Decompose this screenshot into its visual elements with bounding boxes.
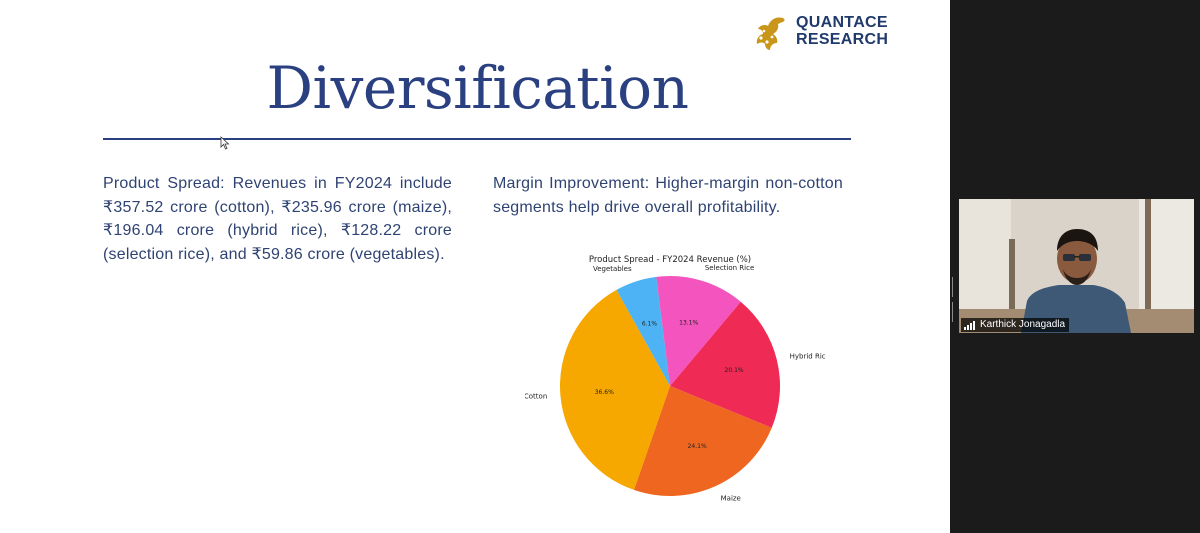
panel-resize-handle[interactable] [952, 277, 957, 322]
slide-title: Diversification [266, 54, 689, 122]
revenue-pie-chart: Product Spread - FY2024 Revenue (%) 20.1… [525, 250, 825, 515]
pie-chart-svg: Product Spread - FY2024 Revenue (%) 20.1… [525, 255, 825, 502]
pie-slice-maize [633, 386, 772, 496]
pie-percent-label: 36.6% [595, 389, 614, 396]
logo-text: QUANTACE RESEARCH [796, 14, 888, 48]
participant-video-feed [959, 199, 1194, 333]
pie-category-label: Vegetables [593, 265, 632, 273]
logo-line-1: QUANTACE [796, 14, 888, 31]
logo-line-2: RESEARCH [796, 31, 889, 48]
pie-category-label: Maize [721, 494, 741, 502]
pie-percent-label: 24.1% [688, 443, 707, 450]
company-logo: QUANTACE RESEARCH [752, 12, 912, 52]
chart-title: Product Spread - FY2024 Revenue (%) [589, 255, 751, 265]
participant-name: Karthick Jonagadla [980, 319, 1066, 330]
pie-category-label: Hybrid Rice [790, 353, 825, 361]
product-spread-text: Product Spread: Revenues in FY2024 inclu… [103, 175, 452, 263]
pie-slice-cotton [560, 289, 670, 490]
peacock-logo-icon [756, 17, 785, 50]
pie-percent-label: 20.1% [725, 367, 744, 374]
mouse-cursor-icon [220, 136, 230, 150]
participant-video-tile[interactable] [959, 199, 1194, 333]
pie-percent-label: 13.1% [679, 320, 698, 327]
pie-category-label: Cotton [525, 393, 547, 401]
title-divider [103, 138, 851, 140]
pie-category-label: Selection Rice [705, 264, 754, 272]
signal-strength-icon [964, 320, 976, 330]
presentation-slide: QUANTACE RESEARCH Diversification Produc… [0, 0, 950, 533]
pie-slice-hybrid-rice [670, 301, 780, 428]
margin-improvement-text: Margin Improvement: Higher-margin non-co… [493, 175, 843, 216]
participant-name-tag: Karthick Jonagadla [961, 318, 1070, 332]
pie-slice-vegetables [616, 276, 670, 386]
pie-slice-selection-rice [656, 276, 741, 386]
pie-percent-label: 6.1% [642, 320, 658, 327]
